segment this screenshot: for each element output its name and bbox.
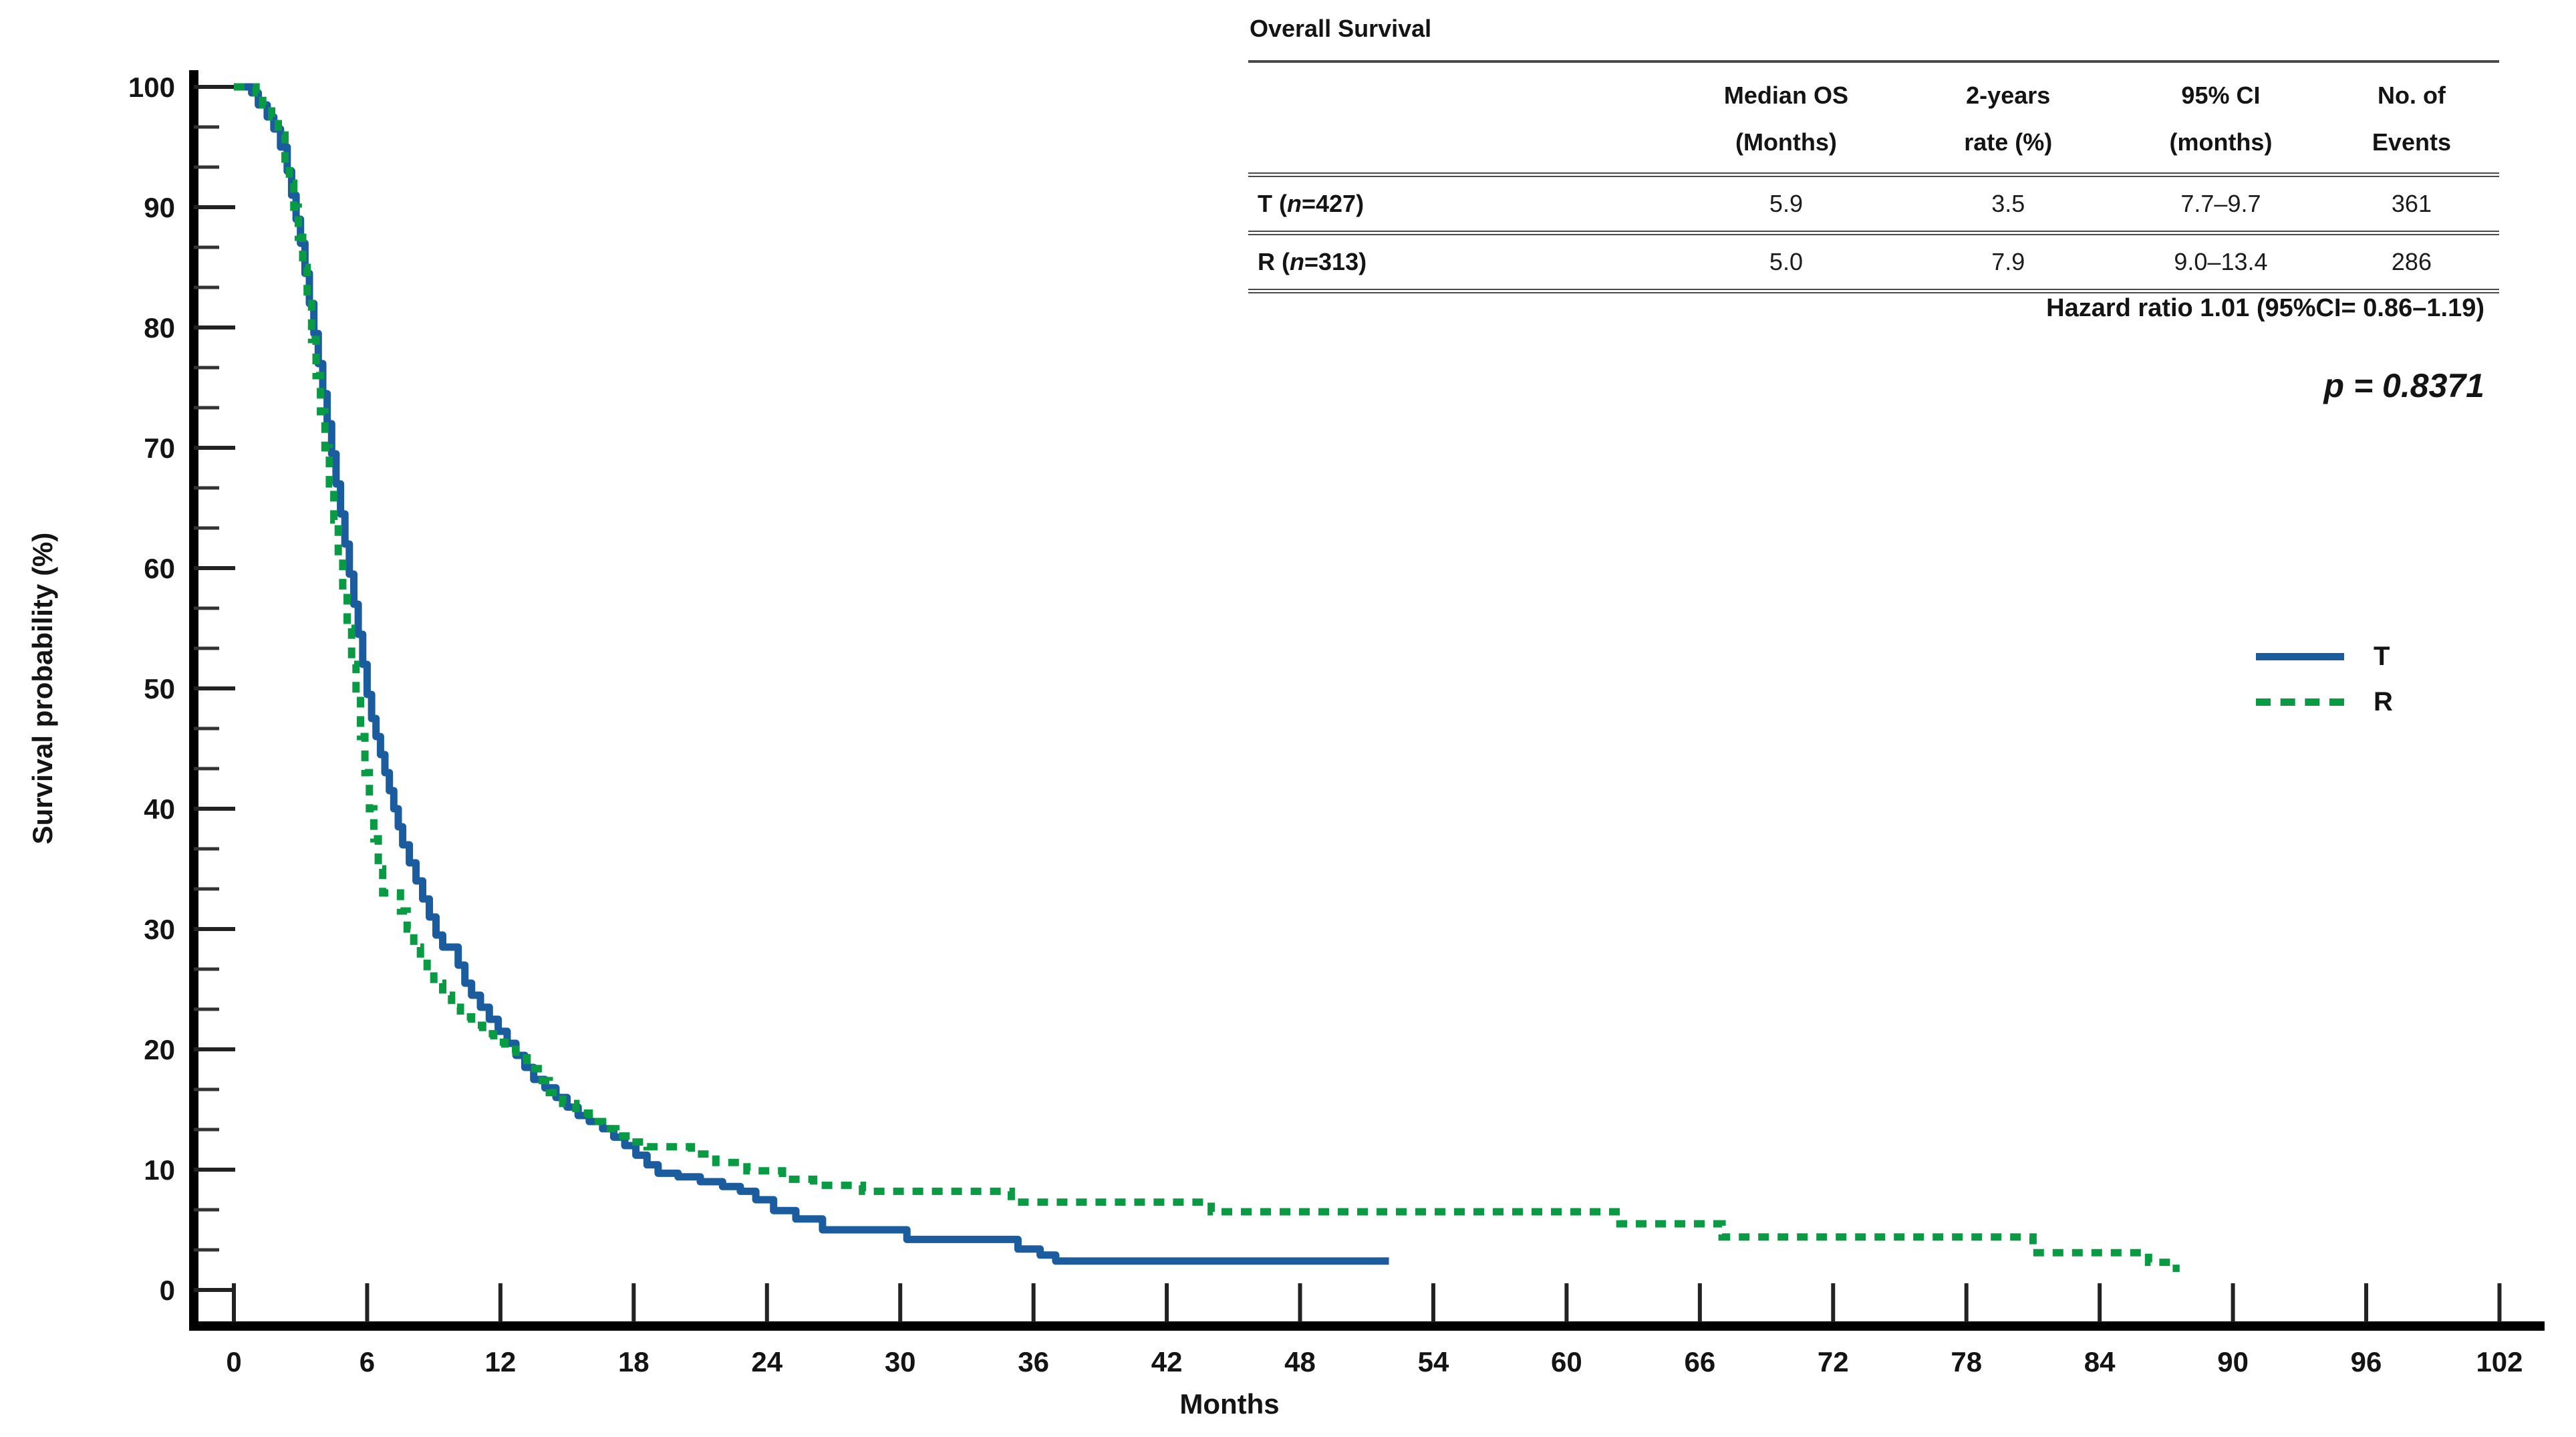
- x-tick-label: 30: [885, 1346, 916, 1378]
- x-tick-label: 54: [1418, 1346, 1449, 1378]
- table-header-row: Median OS (Months) 2-years rate (%) 95% …: [1248, 61, 2499, 175]
- y-axis-title: Survival probability (%): [27, 533, 58, 845]
- x-tick-label: 72: [1818, 1346, 1849, 1378]
- y-tick-label: 50: [144, 673, 175, 704]
- table-row-T: T (n=427) 5.9 3.5 7.7–9.7 361: [1248, 175, 2499, 233]
- survival-curves: [234, 83, 2180, 1273]
- x-tick-label: 78: [1951, 1346, 1982, 1378]
- x-axis-title: Months: [1179, 1388, 1279, 1420]
- y-tick-label: 70: [144, 432, 175, 464]
- chart-legend: T R: [2256, 640, 2393, 731]
- x-tick-label: 96: [2351, 1346, 2382, 1378]
- y-tick-label: 90: [144, 192, 175, 223]
- x-tick-label: 102: [2476, 1346, 2523, 1378]
- x-tick-label: 48: [1284, 1346, 1316, 1378]
- legend-item-R: R: [2256, 686, 2393, 718]
- cell-T-median: 5.9: [1769, 190, 1803, 218]
- survival-curve-R: [234, 83, 2180, 1273]
- header-95ci: 95% CI (months): [2169, 82, 2273, 156]
- header-2yr-rate: 2-years rate (%): [1964, 82, 2053, 156]
- cell-R-ci: 9.0–13.4: [2174, 248, 2268, 276]
- x-tick-label: 18: [618, 1346, 650, 1378]
- y-tick-label: 40: [144, 793, 175, 825]
- x-tick-label: 0: [226, 1346, 241, 1378]
- legend-item-T: T: [2256, 640, 2393, 672]
- x-tick-label: 36: [1018, 1346, 1049, 1378]
- header-median-os: Median OS (Months): [1723, 82, 1848, 156]
- x-tick-label: 66: [1684, 1346, 1715, 1378]
- x-tick-label: 6: [360, 1346, 375, 1378]
- y-tick-label: 100: [128, 72, 175, 103]
- cell-R-2yr: 7.9: [1991, 248, 2025, 276]
- cell-T-2yr: 3.5: [1991, 190, 2025, 218]
- row-label-T: T (n=427): [1258, 190, 1365, 218]
- table-title: Overall Survival: [1250, 15, 1432, 42]
- header-empty: [1248, 61, 1673, 175]
- legend-line-dashed-icon: [2256, 698, 2344, 706]
- x-tick-label: 84: [2084, 1346, 2116, 1378]
- header-events: No. of Events: [2372, 82, 2451, 156]
- x-tick-label: 12: [485, 1346, 517, 1378]
- os-summary-panel: Overall Survival Median OS (Months) 2-ye…: [1248, 15, 2499, 294]
- row-label-R: R (n=313): [1258, 248, 1367, 276]
- cell-T-ci: 7.7–9.7: [2180, 190, 2261, 218]
- y-tick-label: 20: [144, 1034, 175, 1065]
- x-tick-label: 42: [1151, 1346, 1183, 1378]
- y-tick-label: 60: [144, 553, 175, 584]
- cell-T-events: 361: [2391, 190, 2432, 218]
- chart-axes: 0 10 20 30 40 50 60 70 80 90 100 0 6 12 18 24 30 36 42 48 54…: [128, 70, 2545, 1378]
- y-tick-label: 0: [160, 1275, 175, 1306]
- x-tick-label: 24: [751, 1346, 782, 1378]
- legend-label-T: T: [2374, 641, 2390, 671]
- hazard-ratio-text: Hazard ratio 1.01 (95%CI= 0.86–1.19): [2046, 294, 2484, 322]
- cell-R-events: 286: [2391, 248, 2432, 276]
- cell-R-median: 5.0: [1769, 248, 1803, 276]
- survival-curve-T: [234, 83, 1389, 1265]
- p-value-text: p = 0.8371: [2323, 367, 2484, 404]
- y-tick-label: 30: [144, 914, 175, 945]
- os-table: Median OS (Months) 2-years rate (%) 95% …: [1248, 60, 2499, 294]
- x-tick-label: 90: [2217, 1346, 2249, 1378]
- y-tick-label: 80: [144, 312, 175, 344]
- y-tick-label: 10: [144, 1154, 175, 1186]
- legend-label-R: R: [2374, 686, 2393, 716]
- x-tick-label: 60: [1551, 1346, 1582, 1378]
- legend-line-solid-icon: [2256, 652, 2344, 660]
- table-row-R: R (n=313) 5.0 7.9 9.0–13.4 286: [1248, 233, 2499, 291]
